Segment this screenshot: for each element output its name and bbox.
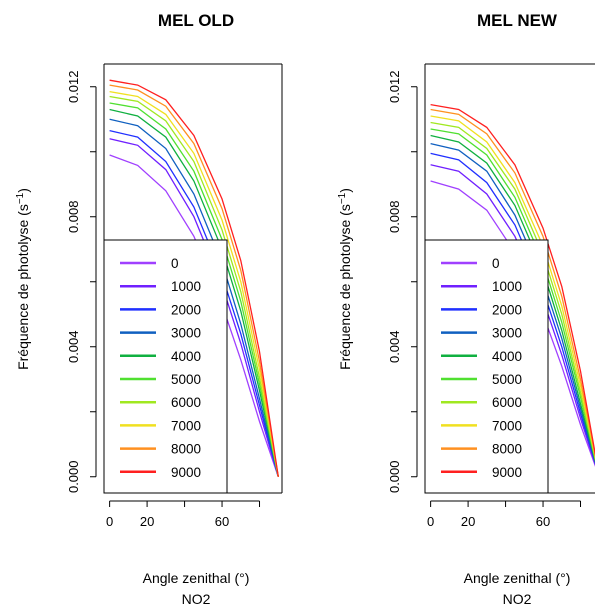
series-line-7000 (430, 115, 595, 460)
x-tick-label-0: 0 (106, 514, 113, 529)
legend: 0 1000 2000 3000 4000 5000 6000 7000 8000 9000 (103, 239, 228, 494)
chart-title: MEL OLD (158, 11, 234, 30)
legend-label-5000: 5000 (492, 372, 522, 387)
legend-label-6000: 6000 (492, 395, 522, 410)
x-axis-sublabel: NO2 (503, 591, 532, 607)
series-line-6000 (430, 121, 595, 461)
series-line-6000 (109, 95, 279, 477)
y-axis-label-main: Fréquence de photolyse (s (15, 204, 31, 370)
series-lines (109, 79, 279, 478)
series-line-4000 (109, 108, 279, 477)
series-line-7000 (109, 90, 279, 477)
legend-label-4000: 4000 (171, 349, 201, 364)
legend: 0 1000 2000 3000 4000 5000 6000 7000 8000 9000 (424, 239, 549, 494)
legend-label-7000: 7000 (171, 418, 201, 433)
x-tick-label-0: 0 (427, 514, 434, 529)
legend-label-2000: 2000 (492, 302, 522, 317)
x-tick-label-1: 20 (461, 514, 475, 529)
y-tick-label-1: 0.004 (66, 330, 81, 363)
legend-label-9000: 9000 (492, 465, 522, 480)
y-axis-label-main: Fréquence de photolyse (s (337, 204, 353, 370)
y-tick-label-0: 0.000 (66, 460, 81, 493)
y-tick-label-2: 0.008 (66, 200, 81, 233)
legend-label-0: 0 (171, 256, 179, 271)
y-tick-label-0: 0.000 (387, 460, 402, 493)
series-lines (430, 103, 595, 467)
y-axis-label-close: ) (337, 188, 353, 193)
x-axis-label: Angle zenithal (°) (143, 570, 250, 586)
legend-label-9000: 9000 (171, 465, 201, 480)
legend-label-2000: 2000 (171, 302, 201, 317)
y-axis-label-close: ) (15, 188, 31, 193)
y-axis-label-exponent: −1 (337, 192, 348, 204)
legend-label-3000: 3000 (492, 326, 522, 341)
y-axis-label: Fréquence de photolyse (s−1) (337, 188, 353, 370)
series-line-9000 (109, 79, 279, 477)
series-line-5000 (109, 102, 279, 477)
x-tick-label-2: 60 (536, 514, 550, 529)
series-line-4000 (430, 134, 595, 463)
legend-box (103, 239, 228, 494)
legend-label-8000: 8000 (492, 442, 522, 457)
y-tick-label-3: 0.012 (387, 70, 402, 103)
y-tick-label-3: 0.012 (66, 70, 81, 103)
y-tick-label-2: 0.008 (387, 200, 402, 233)
y-tick-label-1: 0.004 (387, 330, 402, 363)
legend-label-3000: 3000 (171, 326, 201, 341)
y-axis-label: Fréquence de photolyse (s−1) (15, 188, 31, 370)
legend-label-7000: 7000 (492, 418, 522, 433)
series-line-5000 (430, 128, 595, 462)
chart-panel-mel-old: MEL OLD 0 1000 2000 3000 4000 5000 6000 7000 8000… (15, 11, 283, 607)
legend-label-6000: 6000 (171, 395, 201, 410)
series-line-3000 (109, 118, 279, 477)
x-tick-label-2: 60 (215, 514, 229, 529)
legend-label-1000: 1000 (492, 279, 522, 294)
x-tick-label-1: 20 (140, 514, 154, 529)
legend-label-8000: 8000 (171, 442, 201, 457)
legend-label-5000: 5000 (171, 372, 201, 387)
legend-box (424, 239, 549, 494)
legend-label-4000: 4000 (492, 349, 522, 364)
x-axis-label: Angle zenithal (°) (464, 570, 571, 586)
chart-title: MEL NEW (477, 11, 558, 30)
legend-label-1000: 1000 (171, 279, 201, 294)
series-line-8000 (109, 84, 279, 477)
series-line-9000 (430, 103, 595, 457)
x-axis-sublabel: NO2 (182, 591, 211, 607)
legend-label-0: 0 (492, 256, 500, 271)
series-line-8000 (430, 108, 595, 458)
chart-panel-mel-new: MEL NEW 0 1000 2000 3000 4000 5000 6000 7000 8000… (337, 11, 595, 607)
y-axis-label-exponent: −1 (15, 192, 26, 204)
